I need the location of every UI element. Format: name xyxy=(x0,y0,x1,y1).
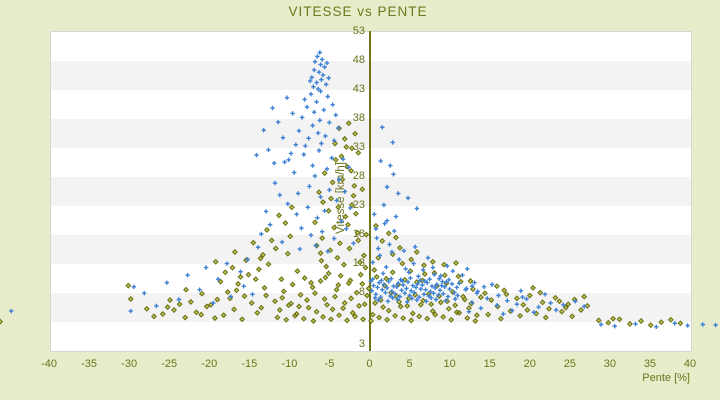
y-tick-label: 8 xyxy=(358,286,365,298)
x-tick-label: 15 xyxy=(483,358,496,370)
x-tick-label: 25 xyxy=(563,358,576,370)
x-tick-label: 0 xyxy=(366,358,373,370)
x-tick-label: 5 xyxy=(406,358,413,370)
x-tick-label: -25 xyxy=(161,358,178,370)
x-tick-label: -30 xyxy=(121,358,138,370)
x-tick-label: -35 xyxy=(81,358,98,370)
x-tick-label: 10 xyxy=(443,358,456,370)
y-tick-label: 48 xyxy=(352,54,365,66)
x-tick-label: -10 xyxy=(281,358,298,370)
y-tick-label: 43 xyxy=(352,83,365,95)
y-tick-label: 3 xyxy=(358,338,365,350)
x-tick-label: 40 xyxy=(683,358,697,370)
x-axis-title: Pente [%] xyxy=(642,372,690,384)
x-tick-label: 30 xyxy=(603,358,616,370)
x-tick-label: -15 xyxy=(241,358,258,370)
y-tick-label: 13 xyxy=(352,257,365,269)
y-tick-label: 28 xyxy=(352,170,365,182)
y-axis-line xyxy=(369,31,371,351)
x-tick-label: -40 xyxy=(41,358,57,370)
y-tick-label: 18 xyxy=(352,228,365,240)
y-tick-label: 53 xyxy=(352,25,365,37)
x-tick-label: 20 xyxy=(523,358,536,370)
chart-title: VITESSE vs PENTE xyxy=(288,4,428,19)
x-tick-label: 35 xyxy=(643,358,657,370)
plot-area xyxy=(50,31,692,352)
x-tick-label: -20 xyxy=(201,358,218,370)
y-tick-label: 38 xyxy=(352,112,365,124)
y-tick-label: 23 xyxy=(352,199,365,211)
y-tick-label: 33 xyxy=(352,141,365,153)
x-tick-label: -5 xyxy=(324,358,335,370)
